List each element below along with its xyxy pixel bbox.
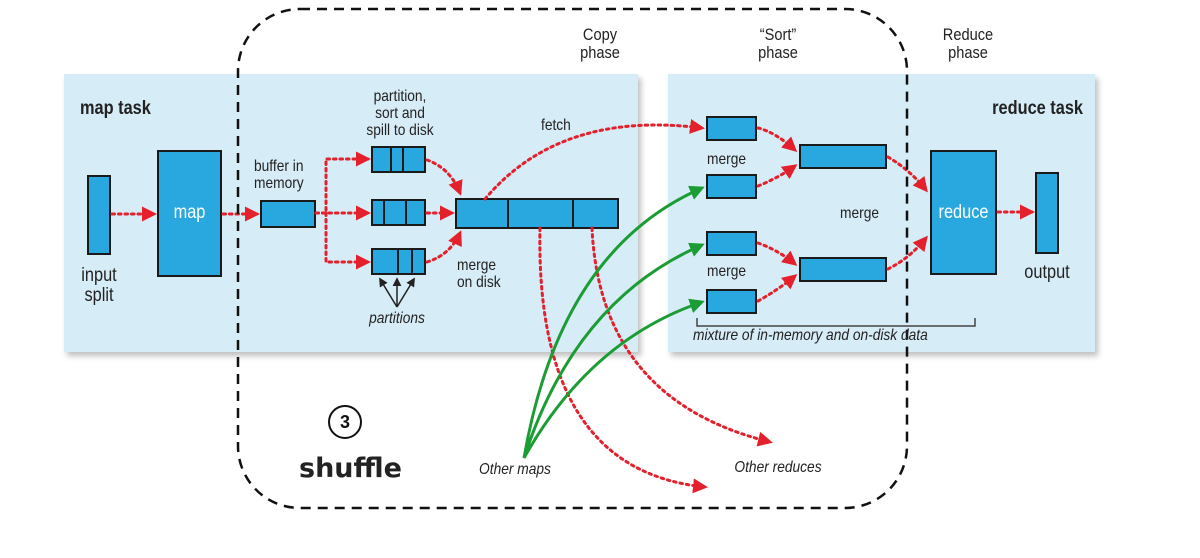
step-number-badge: 3: [328, 405, 362, 439]
fetched-segment-2: [706, 174, 757, 199]
map-box: [157, 150, 222, 277]
other-maps-label: Other maps: [479, 461, 551, 478]
partition-sort-spill-label: partition, sort and spill to disk: [366, 88, 434, 139]
arrow-seg2-to-merge: [756, 164, 798, 188]
other-reduces-label: Other reduces: [734, 459, 822, 476]
arrow-spill-top-to-merge: [425, 158, 463, 196]
buffer-box: [260, 200, 316, 228]
arrow-fetch: [483, 119, 705, 201]
mixture-label: mixture of in-memory and on-disk data: [693, 327, 928, 344]
merged-segment-top: [799, 144, 887, 169]
output-label: output: [1024, 262, 1070, 283]
merge-label-top: merge: [707, 151, 747, 168]
reduce-phase-label: Reduce phase: [942, 25, 994, 62]
partition-pointer-right: [396, 277, 415, 308]
input-split-box: [87, 175, 111, 255]
arrow-seg4-to-merge: [756, 274, 798, 303]
shuffle-outline: [236, 7, 909, 510]
partitions-label: partitions: [369, 310, 425, 327]
partition-pointer-left: [379, 277, 398, 308]
merge-on-disk-label: merge on disk: [457, 257, 501, 291]
arrow-seg3-to-merge: [756, 241, 798, 266]
green-arrow-1: [522, 185, 705, 459]
arrow-to-other-reduces-1: [538, 226, 708, 494]
map-task-title: map task: [80, 98, 151, 119]
merge-label-bottom: merge: [707, 263, 747, 280]
merge-label-middle: merge: [840, 205, 880, 222]
mixture-bracket: [696, 318, 976, 327]
spill-box-top: [371, 146, 426, 173]
merged-output-box: [455, 198, 619, 229]
green-arrow-2: [522, 242, 705, 459]
input-split-label: input split: [81, 265, 117, 306]
copy-phase-label: Copy phase: [580, 25, 620, 62]
reduce-task-title: reduce task: [992, 98, 1083, 119]
map-box-label: map: [173, 202, 206, 223]
fetch-label: fetch: [541, 117, 571, 134]
arrow-spill-bottom-to-merge: [425, 230, 462, 264]
arrow-merge-top-to-reduce: [886, 155, 928, 193]
sort-phase-label: “Sort” phase: [758, 25, 798, 62]
arrow-seg1-to-merge: [756, 126, 798, 153]
reduce-box: [930, 150, 997, 275]
fetched-segment-4: [706, 289, 757, 314]
shuffle-label: shuffle: [299, 453, 402, 484]
reduce-box-label: reduce: [938, 202, 989, 223]
output-box: [1035, 172, 1059, 254]
fetched-segment-1: [706, 116, 757, 141]
arrow-buffer-to-spill-bottom: [324, 211, 371, 270]
arrow-to-other-reduces-2: [590, 226, 773, 447]
arrow-merge-bottom-to-reduce: [886, 235, 928, 271]
buffer-in-memory-label: buffer in memory: [254, 158, 304, 192]
green-arrow-3: [522, 298, 705, 459]
spill-box-middle: [371, 199, 426, 226]
merged-segment-bottom: [799, 257, 887, 282]
fetched-segment-3: [706, 231, 757, 256]
